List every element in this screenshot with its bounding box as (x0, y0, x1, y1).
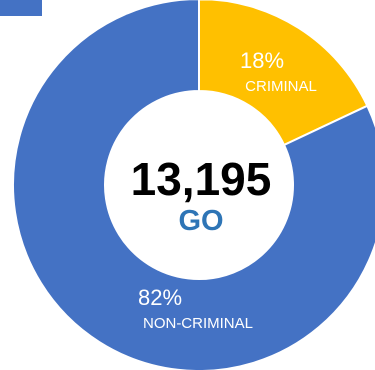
corner-legend-block (0, 0, 42, 16)
donut-slice-criminal (198, 0, 369, 147)
non-criminal-percent-label: 82% (138, 285, 182, 310)
center-total: 13,195 (131, 153, 272, 205)
donut-slice-non-criminal (12, 0, 375, 370)
criminal-percent-label: 18% (240, 48, 284, 73)
center-label: GO (178, 205, 223, 237)
criminal-name-label: CRIMINAL (245, 78, 317, 95)
donut-slices (12, 0, 375, 370)
non-criminal-name-label: NON-CRIMINAL (143, 315, 253, 332)
